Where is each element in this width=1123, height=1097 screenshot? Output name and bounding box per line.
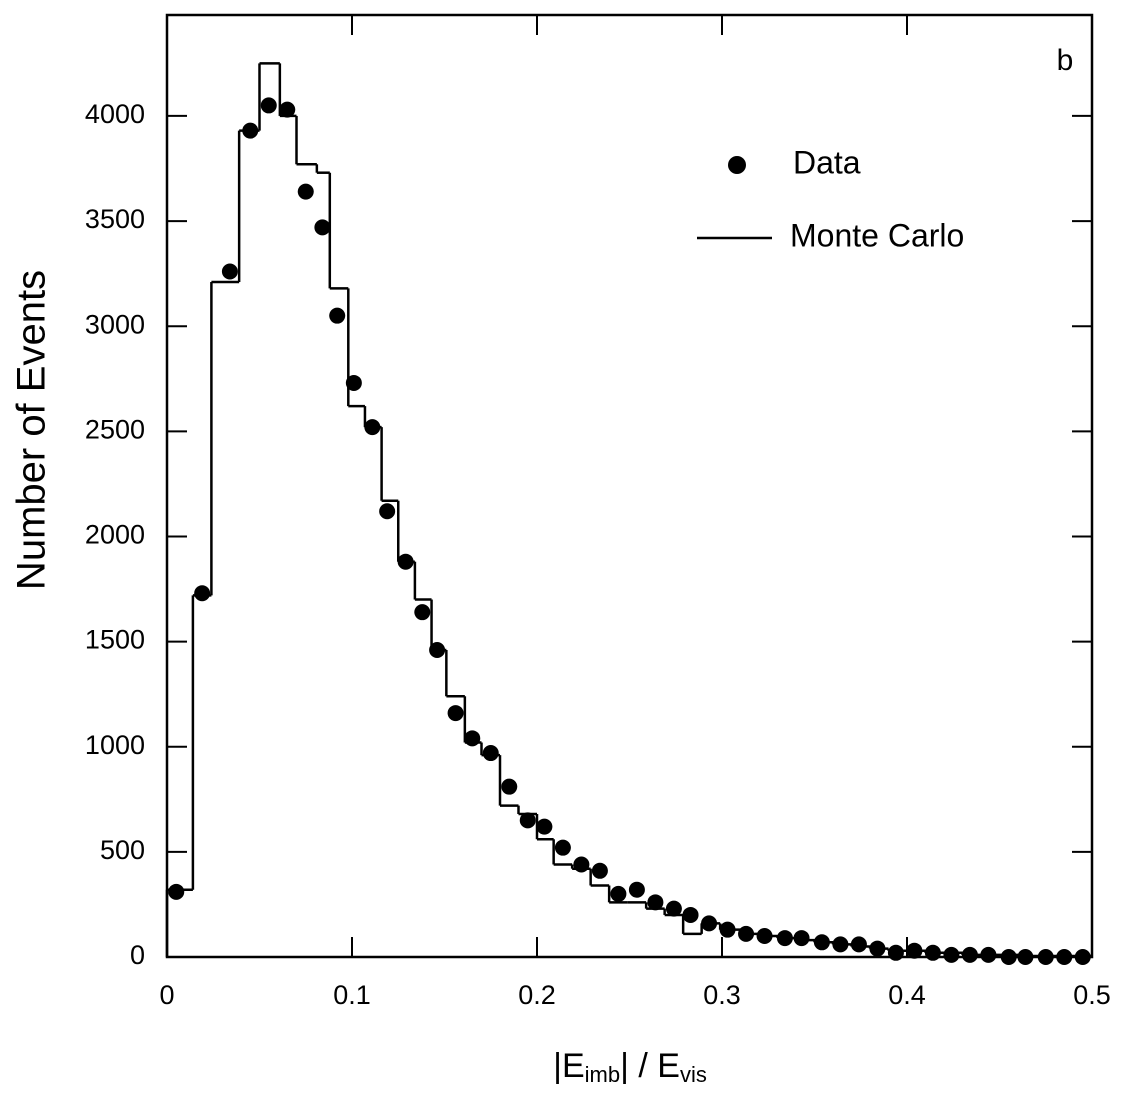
x-label-subscript: vis	[680, 1062, 707, 1087]
y-tick-label: 4000	[85, 99, 145, 129]
y-tick-label: 2500	[85, 414, 145, 444]
data-point	[610, 885, 627, 902]
data-point	[482, 745, 499, 762]
data-point	[501, 778, 518, 795]
x-tick-label: 0.2	[518, 980, 556, 1010]
x-tick-label: 0	[159, 980, 174, 1010]
data-point	[682, 906, 699, 923]
data-point	[554, 839, 571, 856]
data-point	[906, 942, 923, 959]
data-point	[756, 927, 773, 944]
legend-label: Monte Carlo	[790, 217, 964, 253]
y-tick-label: 0	[130, 940, 145, 970]
data-point	[1017, 949, 1034, 965]
annotation: b	[1057, 44, 1074, 77]
y-axis-label: Number of Events	[10, 270, 54, 590]
legend-label: Data	[793, 144, 861, 180]
data-point	[536, 818, 553, 835]
data-point	[813, 934, 830, 951]
data-point	[701, 915, 718, 932]
data-point	[260, 97, 277, 114]
data-point	[329, 307, 346, 324]
data-point	[647, 894, 664, 911]
y-tick-label: 3500	[85, 204, 145, 234]
data-point	[1000, 949, 1017, 965]
data-point	[345, 374, 362, 391]
legend-marker	[728, 156, 746, 174]
data-point	[665, 900, 682, 917]
data-point	[628, 881, 645, 898]
y-tick-label: 1500	[85, 625, 145, 655]
data-point	[429, 642, 446, 659]
x-tick-label: 0.4	[888, 980, 926, 1010]
data-point	[364, 419, 381, 436]
data-point	[397, 553, 414, 570]
x-label-subscript: imb	[585, 1062, 620, 1087]
data-point	[464, 730, 481, 747]
data-point	[414, 604, 431, 621]
data-point	[776, 930, 793, 947]
data-point	[591, 862, 608, 879]
data-point	[738, 925, 755, 942]
x-tick-label: 0.5	[1073, 980, 1111, 1010]
x-tick-label: 0.1	[333, 980, 371, 1010]
y-tick-label: 1000	[85, 730, 145, 760]
y-tick-label: 500	[100, 835, 145, 865]
y-tick-label: 2000	[85, 520, 145, 550]
x-label-part: | / E	[620, 1047, 680, 1085]
data-point	[194, 585, 211, 602]
data-point	[943, 946, 960, 963]
data-point	[850, 936, 867, 953]
data-point	[447, 705, 464, 722]
data-point	[242, 122, 259, 139]
data-point	[961, 946, 978, 963]
data-point	[1056, 949, 1073, 965]
data-point	[573, 856, 590, 873]
data-point	[719, 921, 736, 938]
data-point	[379, 503, 396, 520]
data-point	[869, 940, 886, 957]
data-point	[297, 183, 314, 200]
data-point	[924, 944, 941, 961]
data-point	[1037, 949, 1054, 965]
data-point	[314, 219, 331, 236]
data-point	[1074, 949, 1091, 965]
data-point	[793, 930, 810, 947]
y-tick-label: 3000	[85, 309, 145, 339]
data-point	[980, 946, 997, 963]
plot-frame	[165, 13, 1094, 959]
x-tick-label: 0.3	[703, 980, 741, 1010]
data-point	[279, 101, 296, 118]
data-point	[832, 936, 849, 953]
x-axis-label: |Eimb| / Evis	[553, 1047, 707, 1087]
data-point	[168, 883, 185, 900]
data-point	[519, 812, 536, 829]
data-point	[221, 263, 238, 280]
x-label-part: |E	[553, 1047, 585, 1085]
data-point	[887, 944, 904, 961]
